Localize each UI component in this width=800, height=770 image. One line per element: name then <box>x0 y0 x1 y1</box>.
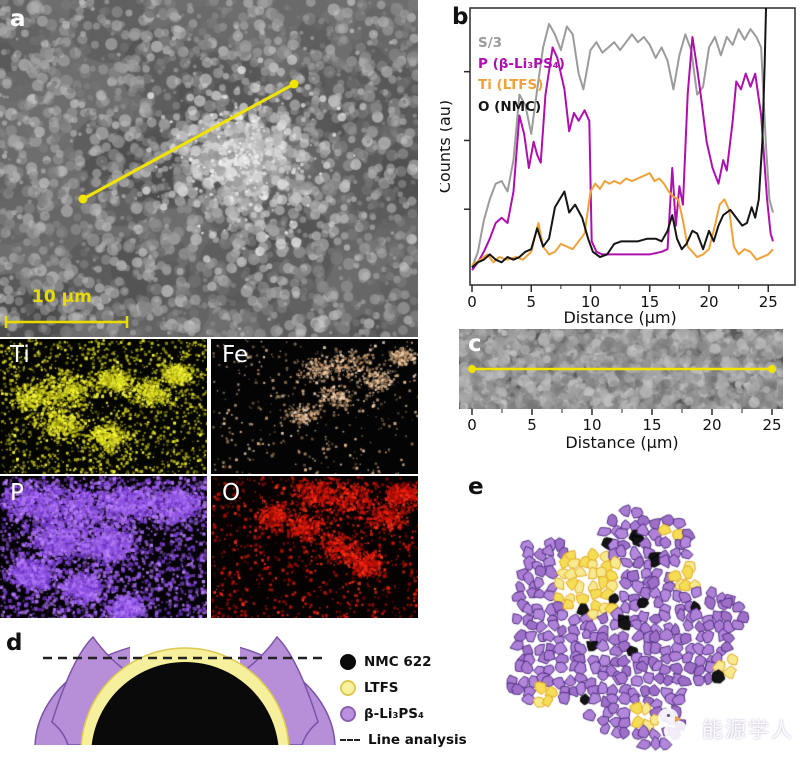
panel-label-d: d <box>6 630 23 656</box>
schematic-legend-item: Line analysis <box>340 731 467 748</box>
nmc-core-shape <box>91 662 279 745</box>
line-endpoint-dot <box>468 365 476 373</box>
schematic-legend: NMC 622 LTFS β-Li₃PS₄ Line analysis <box>340 653 467 748</box>
x-tick-label: 10 <box>582 416 601 434</box>
x-axis-title: Distance (μm) <box>563 308 676 327</box>
line-analysis-overlay-a <box>4 79 299 328</box>
x-tick-label: 25 <box>762 416 781 434</box>
x-tick-label: 20 <box>702 416 721 434</box>
x-tick-label: 5 <box>527 416 537 434</box>
panel-label-b: b <box>452 4 469 30</box>
chart-legend-item: Ti (LTFS) <box>478 77 544 94</box>
sem-image-a <box>0 0 418 337</box>
chart-legend: S/3 P (β-Li₃PS₄) Ti (LTFS) O (NMC) <box>478 34 565 116</box>
schematic-legend-item: NMC 622 <box>340 653 467 670</box>
map-label-fe: Fe <box>222 342 249 368</box>
schematic-legend-item: LTFS <box>340 679 467 696</box>
eds-map-o <box>211 476 418 618</box>
legend-dash-swatch <box>340 738 360 741</box>
eds-map-ti <box>0 339 207 474</box>
core-shell-schematic <box>34 630 336 745</box>
x-tick-label: 20 <box>699 293 718 311</box>
y-axis-title: Counts (au) <box>440 100 454 193</box>
map-label-p: P <box>10 480 24 506</box>
x-tick-label: 15 <box>640 293 659 311</box>
watermark-text: 能源学人 <box>702 718 794 742</box>
grain-illustration <box>452 465 800 770</box>
panel-label-c: c <box>468 331 482 357</box>
chart-legend-item: P (β-Li₃PS₄) <box>478 56 565 73</box>
legend-circle-swatch <box>340 653 356 670</box>
x-tick-label: 0 <box>467 293 477 311</box>
x-axis-title: Distance (μm) <box>565 433 678 452</box>
plot-frame <box>469 7 796 286</box>
chart-legend-item: O (NMC) <box>478 98 542 115</box>
scale-bar-text: 10 μm <box>32 287 92 307</box>
legend-label: LTFS <box>364 679 399 696</box>
schematic-legend-item: β-Li₃PS₄ <box>340 705 467 722</box>
legend-circle-swatch <box>340 679 356 696</box>
line-analysis-a <box>82 82 295 201</box>
panel-label-a: a <box>10 6 26 32</box>
background-notch <box>130 630 240 664</box>
legend-circle-swatch <box>340 705 356 722</box>
legend-label: NMC 622 <box>364 653 432 670</box>
legend-label: β-Li₃PS₄ <box>364 705 424 722</box>
x-tick-label: 0 <box>467 416 477 434</box>
watermark: 能源学人 <box>658 708 794 744</box>
line-endpoint-dot <box>78 194 88 204</box>
chart-legend-item: S/3 <box>478 35 503 51</box>
x-tick-label: 5 <box>526 293 536 311</box>
x-tick-label: 15 <box>642 416 661 434</box>
line-endpoint-dot <box>289 79 299 89</box>
eds-map-fe <box>211 339 418 474</box>
line-endpoint-dot <box>768 365 776 373</box>
series-p-li-ps- <box>471 35 774 271</box>
strip-axis-c: 0 5 10 15 20 25 Distance (μm) <box>467 409 782 452</box>
map-label-ti: Ti <box>10 342 30 368</box>
series-o-nmc- <box>471 8 768 269</box>
line-scan-chart: 0 5 10 15 20 25 Distance (μm) Counts (au) <box>440 7 796 327</box>
x-tick-label: 25 <box>759 293 778 311</box>
x-tick-label: 10 <box>581 293 600 311</box>
series-s-3 <box>471 22 774 268</box>
eds-map-p <box>0 476 207 618</box>
line-analysis-overlay-c <box>468 365 776 373</box>
map-label-o: O <box>222 480 241 506</box>
legend-label: Line analysis <box>368 731 467 748</box>
chick-mascot-icon <box>658 708 696 744</box>
